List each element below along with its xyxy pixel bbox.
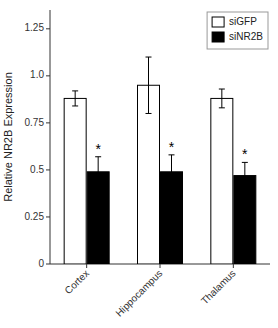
legend-label: siGFP: [229, 16, 257, 27]
chart: 0 0.25 0.5 0.75 1.0 1.25 Relative NR2B Express…: [0, 0, 278, 328]
x-axis: Cortex Hippocampus Thalamus: [50, 264, 270, 319]
bar: [64, 98, 86, 264]
y-tick: [46, 216, 50, 217]
y-tick-label: 1.25: [25, 22, 45, 33]
x-tick: [86, 264, 87, 268]
x-tick: [160, 264, 161, 268]
annotations: * * *: [95, 139, 248, 163]
y-tick: [46, 169, 50, 170]
error-bar: [146, 57, 152, 113]
legend-box: [207, 12, 268, 49]
plot-area: [64, 57, 256, 264]
x-tick-label: Thalamus: [199, 268, 238, 307]
y-tick-label: 0.25: [25, 211, 45, 222]
y-axis-label: Relative NR2B Expression: [2, 72, 14, 202]
y-tick: [46, 75, 50, 76]
legend-label: siNR2B: [229, 31, 263, 42]
y-tick: [46, 122, 50, 123]
annotation: *: [169, 139, 175, 155]
x-tick: [233, 264, 234, 268]
legend-swatch: [212, 17, 224, 27]
error-bar: [95, 157, 101, 187]
error-bar: [242, 162, 248, 188]
annotation: *: [242, 146, 248, 162]
y-tick: [46, 28, 50, 29]
y-tick-label: 0.75: [25, 117, 45, 128]
y-tick-label: 1.0: [30, 69, 44, 80]
annotation: *: [95, 141, 101, 157]
error-bar: [72, 91, 78, 106]
legend: siGFP siNR2B: [207, 12, 268, 49]
y-axis-line: [50, 10, 51, 264]
y-tick: [46, 264, 50, 265]
y-tick-label: 0.5: [30, 164, 44, 175]
y-tick-label: 0: [38, 258, 44, 269]
y-axis: 0 0.25 0.5 0.75 1.0 1.25: [25, 10, 50, 269]
error-bar: [219, 89, 225, 108]
x-tick-label: Cortex: [62, 268, 91, 297]
bar: [211, 98, 233, 264]
x-tick-label: Hippocampus: [113, 268, 164, 319]
error-bar: [169, 155, 175, 189]
legend-swatch: [212, 32, 224, 42]
